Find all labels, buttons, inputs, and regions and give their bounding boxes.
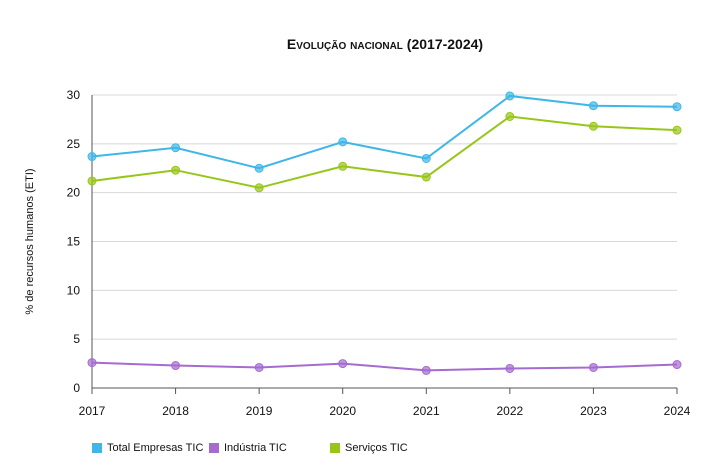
x-tick-label: 2019: [246, 404, 273, 418]
series-line: [91, 115, 678, 189]
data-point: [421, 153, 431, 163]
legend-swatch: [209, 443, 219, 453]
legend-swatch: [92, 443, 102, 453]
x-tick-label: 2023: [580, 404, 607, 418]
y-tick-label: 5: [73, 332, 80, 346]
data-point: [254, 183, 264, 193]
data-point: [171, 361, 181, 371]
y-tick-label: 30: [67, 88, 81, 102]
x-tick-label: 2018: [162, 404, 189, 418]
chart-title: Evolução nacional (2017-2024): [286, 36, 484, 52]
x-tick-label: 2022: [497, 404, 524, 418]
data-point: [672, 102, 682, 112]
data-point: [505, 363, 515, 373]
data-point: [87, 152, 97, 162]
legend-swatch: [330, 443, 340, 453]
series-line: [91, 361, 678, 372]
y-tick-label: 25: [67, 137, 81, 151]
x-tick-label: 2021: [413, 404, 440, 418]
y-tick-label: 0: [73, 381, 80, 395]
data-point: [588, 362, 598, 372]
y-axis-label: % de recursos humanos (ETI): [24, 168, 36, 314]
data-point: [171, 143, 181, 153]
legend-item[interactable]: Total Empresas TIC: [92, 442, 203, 454]
data-point: [338, 359, 348, 369]
legend-item[interactable]: Serviços TIC: [330, 442, 408, 454]
data-point: [421, 172, 431, 182]
data-point: [87, 176, 97, 186]
legend-label: Indústria TIC: [224, 442, 287, 454]
data-point: [505, 91, 515, 101]
legend-label: Serviços TIC: [345, 442, 408, 454]
y-tick-label: 15: [67, 235, 81, 249]
data-point: [338, 137, 348, 147]
y-tick-label: 10: [67, 283, 81, 297]
data-point: [254, 362, 264, 372]
data-point: [171, 165, 181, 175]
data-point: [588, 121, 598, 131]
data-point: [505, 111, 515, 121]
y-tick-label: 20: [67, 186, 81, 200]
data-point: [87, 358, 97, 368]
data-point: [421, 365, 431, 375]
data-point: [672, 360, 682, 370]
legend-label: Total Empresas TIC: [107, 442, 204, 454]
data-point: [338, 161, 348, 171]
data-point: [672, 125, 682, 135]
legend-item[interactable]: Indústria TIC: [209, 442, 287, 454]
series-line: [91, 94, 678, 170]
data-point: [254, 163, 264, 173]
x-tick-label: 2017: [79, 404, 106, 418]
x-tick-label: 2024: [664, 404, 691, 418]
x-tick-label: 2020: [329, 404, 356, 418]
data-point: [588, 101, 598, 111]
